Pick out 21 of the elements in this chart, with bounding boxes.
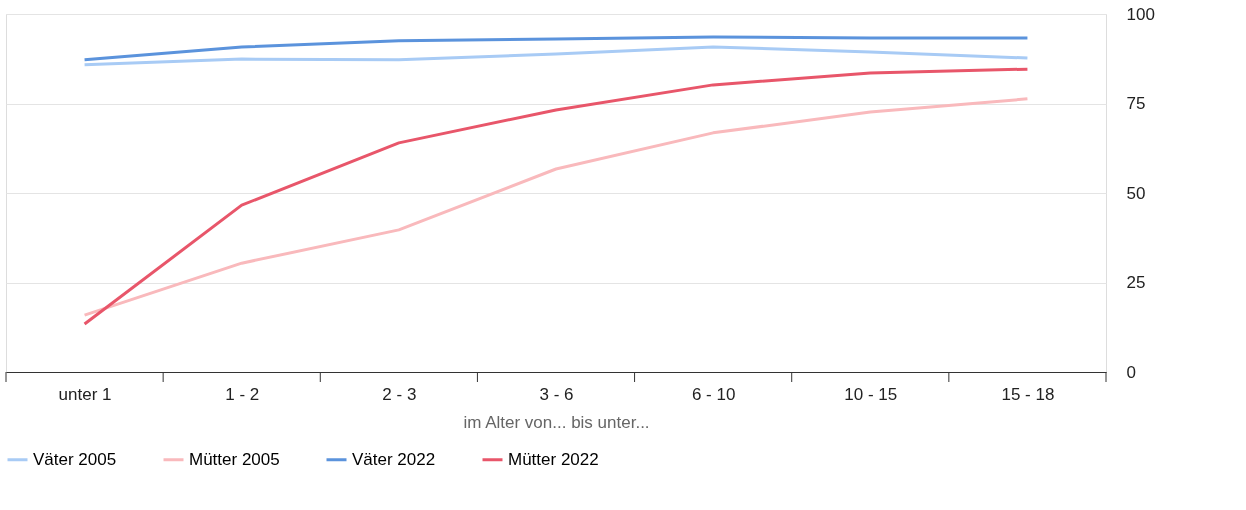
legend-label: Mütter 2005 — [189, 449, 280, 469]
line-series — [83, 67, 1029, 326]
y-tick-label: 75 — [1126, 94, 1146, 113]
x-tick-label: 1 - 2 — [225, 384, 260, 404]
x-tick-label: 2 - 3 — [382, 384, 417, 404]
legend-label: Väter 2005 — [33, 449, 117, 469]
x-tick-label: unter 1 — [58, 384, 112, 404]
x-tick-label: 3 - 6 — [539, 384, 574, 404]
y-tick-label: 100 — [1126, 4, 1155, 24]
y-tick-label: 0 — [1126, 362, 1136, 382]
legend-label: Väter 2022 — [352, 449, 436, 469]
x-tick-label: 15 - 18 — [1001, 384, 1055, 404]
x-axis-title: im Alter von... bis unter... — [463, 412, 650, 432]
legend-label: Mütter 2022 — [508, 449, 599, 469]
line-series — [83, 45, 1029, 67]
y-tick-label: 50 — [1126, 183, 1146, 203]
line-series — [83, 97, 1029, 317]
x-tick-label: 6 - 10 — [691, 384, 736, 404]
x-tick-label: 10 - 15 — [844, 384, 898, 404]
y-tick-label: 25 — [1126, 273, 1146, 292]
line-series — [83, 35, 1029, 62]
